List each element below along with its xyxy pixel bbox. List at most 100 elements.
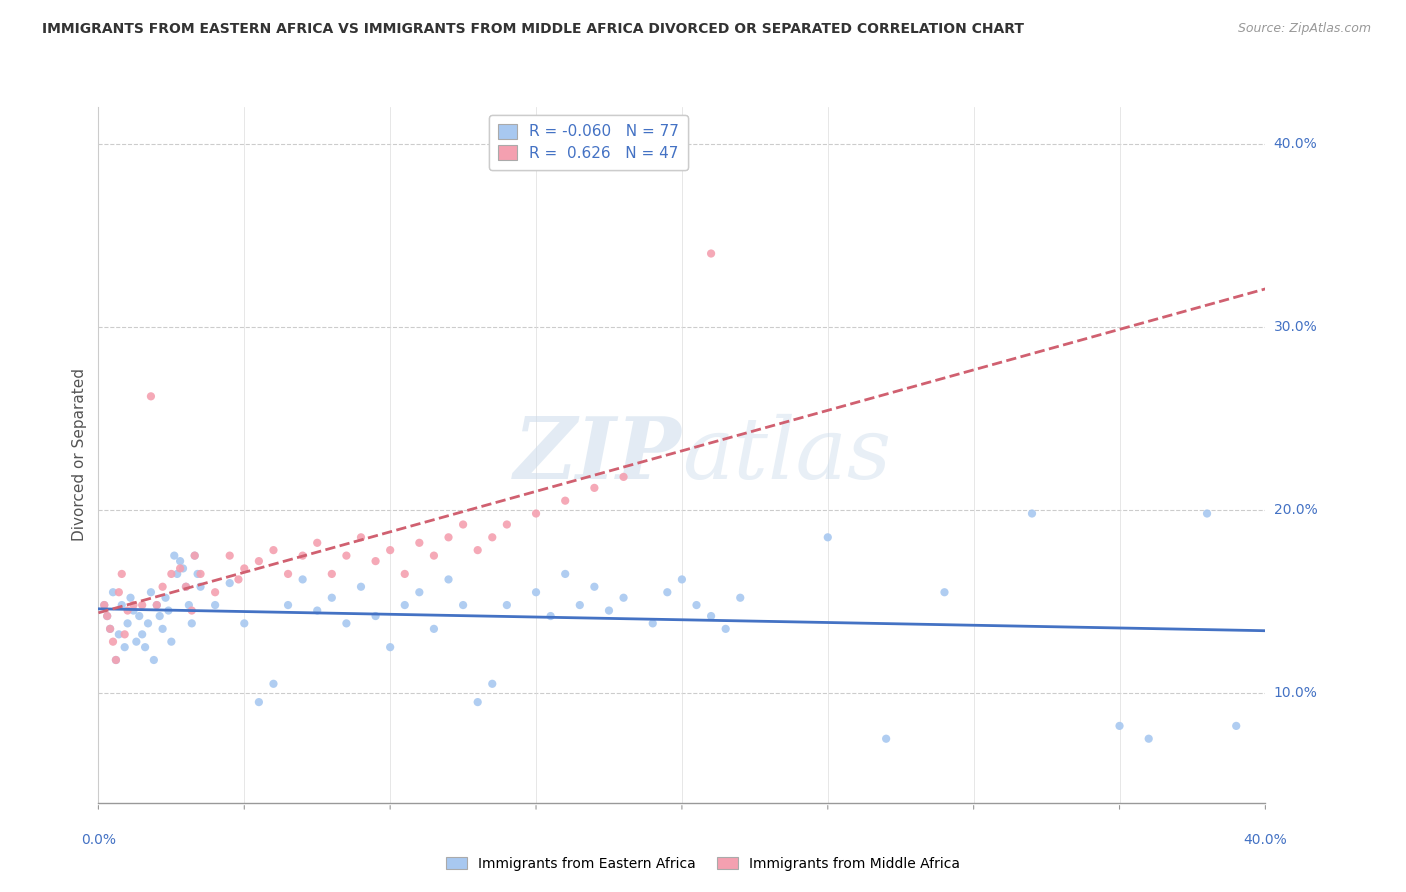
Point (685, 598, 707, 612)
Text: Source: ZipAtlas.com: Source: ZipAtlas.com (1237, 22, 1371, 36)
Point (934, 585, 956, 599)
Point (335, 549, 357, 563)
Point (108, 585, 131, 599)
Point (583, 580, 606, 594)
Point (554, 493, 576, 508)
Point (190, 566, 212, 581)
Text: IMMIGRANTS FROM EASTERN AFRICA VS IMMIGRANTS FROM MIDDLE AFRICA DIVORCED OR SEPA: IMMIGRANTS FROM EASTERN AFRICA VS IMMIGR… (42, 22, 1024, 37)
Point (108, 627, 131, 641)
Point (554, 566, 576, 581)
Point (218, 576, 240, 591)
Point (437, 530, 460, 544)
Point (169, 554, 191, 568)
Text: 20.0%: 20.0% (1274, 503, 1317, 516)
Point (364, 609, 387, 624)
Point (146, 598, 169, 612)
Point (183, 549, 205, 563)
Point (641, 616, 664, 631)
Point (262, 677, 284, 691)
Point (131, 627, 153, 641)
Point (657, 585, 679, 599)
Point (120, 591, 142, 605)
Point (568, 598, 591, 612)
Point (93, 598, 115, 612)
Text: 40.0%: 40.0% (1243, 833, 1288, 847)
Text: 10.0%: 10.0% (1274, 686, 1317, 700)
Point (218, 549, 240, 563)
Point (101, 634, 124, 648)
Point (104, 653, 127, 667)
Point (467, 543, 489, 558)
Point (166, 566, 188, 581)
Point (277, 566, 299, 581)
Point (104, 653, 127, 667)
Point (152, 622, 174, 636)
Point (139, 585, 162, 599)
Point (1021, 507, 1043, 521)
Point (714, 622, 737, 636)
Text: 0.0%: 0.0% (82, 833, 115, 847)
Text: 40.0%: 40.0% (1274, 136, 1317, 151)
Point (612, 591, 634, 605)
Point (128, 609, 150, 624)
Point (101, 585, 124, 599)
Point (114, 640, 136, 655)
Point (408, 536, 430, 550)
Point (496, 517, 519, 532)
Point (180, 616, 202, 631)
Point (111, 598, 134, 612)
Point (481, 677, 503, 691)
Point (700, 609, 723, 624)
Point (350, 530, 373, 544)
Point (180, 603, 202, 617)
Point (122, 603, 145, 617)
Point (364, 554, 387, 568)
Point (730, 591, 752, 605)
Point (172, 561, 194, 575)
Y-axis label: Divorced or Separated: Divorced or Separated (72, 368, 87, 541)
Point (160, 566, 183, 581)
Point (122, 598, 145, 612)
Point (117, 616, 139, 631)
Point (163, 549, 186, 563)
Point (1108, 719, 1130, 733)
Point (169, 561, 191, 575)
Point (136, 616, 159, 631)
Point (467, 695, 489, 709)
Point (423, 622, 446, 636)
Point (540, 609, 562, 624)
Point (233, 616, 256, 631)
Point (817, 530, 839, 544)
Point (598, 603, 620, 617)
Point (1195, 507, 1218, 521)
Point (394, 566, 416, 581)
Point (187, 566, 209, 581)
Point (307, 603, 329, 617)
Point (291, 549, 314, 563)
Point (380, 543, 402, 558)
Point (380, 640, 402, 655)
Point (117, 603, 139, 617)
Point (247, 554, 270, 568)
Point (481, 530, 503, 544)
Point (174, 580, 197, 594)
Point (496, 598, 519, 612)
Point (307, 536, 329, 550)
Point (111, 566, 134, 581)
Point (149, 609, 172, 624)
Point (93, 598, 115, 612)
Point (98, 622, 121, 636)
Point (524, 507, 547, 521)
Point (190, 580, 212, 594)
Text: ZIP: ZIP (515, 413, 682, 497)
Point (335, 616, 357, 631)
Point (174, 580, 197, 594)
Point (228, 573, 250, 587)
Point (183, 549, 205, 563)
Point (177, 598, 200, 612)
Point (277, 598, 299, 612)
Point (262, 543, 284, 558)
Point (155, 591, 177, 605)
Point (204, 598, 226, 612)
Text: 30.0%: 30.0% (1274, 319, 1317, 334)
